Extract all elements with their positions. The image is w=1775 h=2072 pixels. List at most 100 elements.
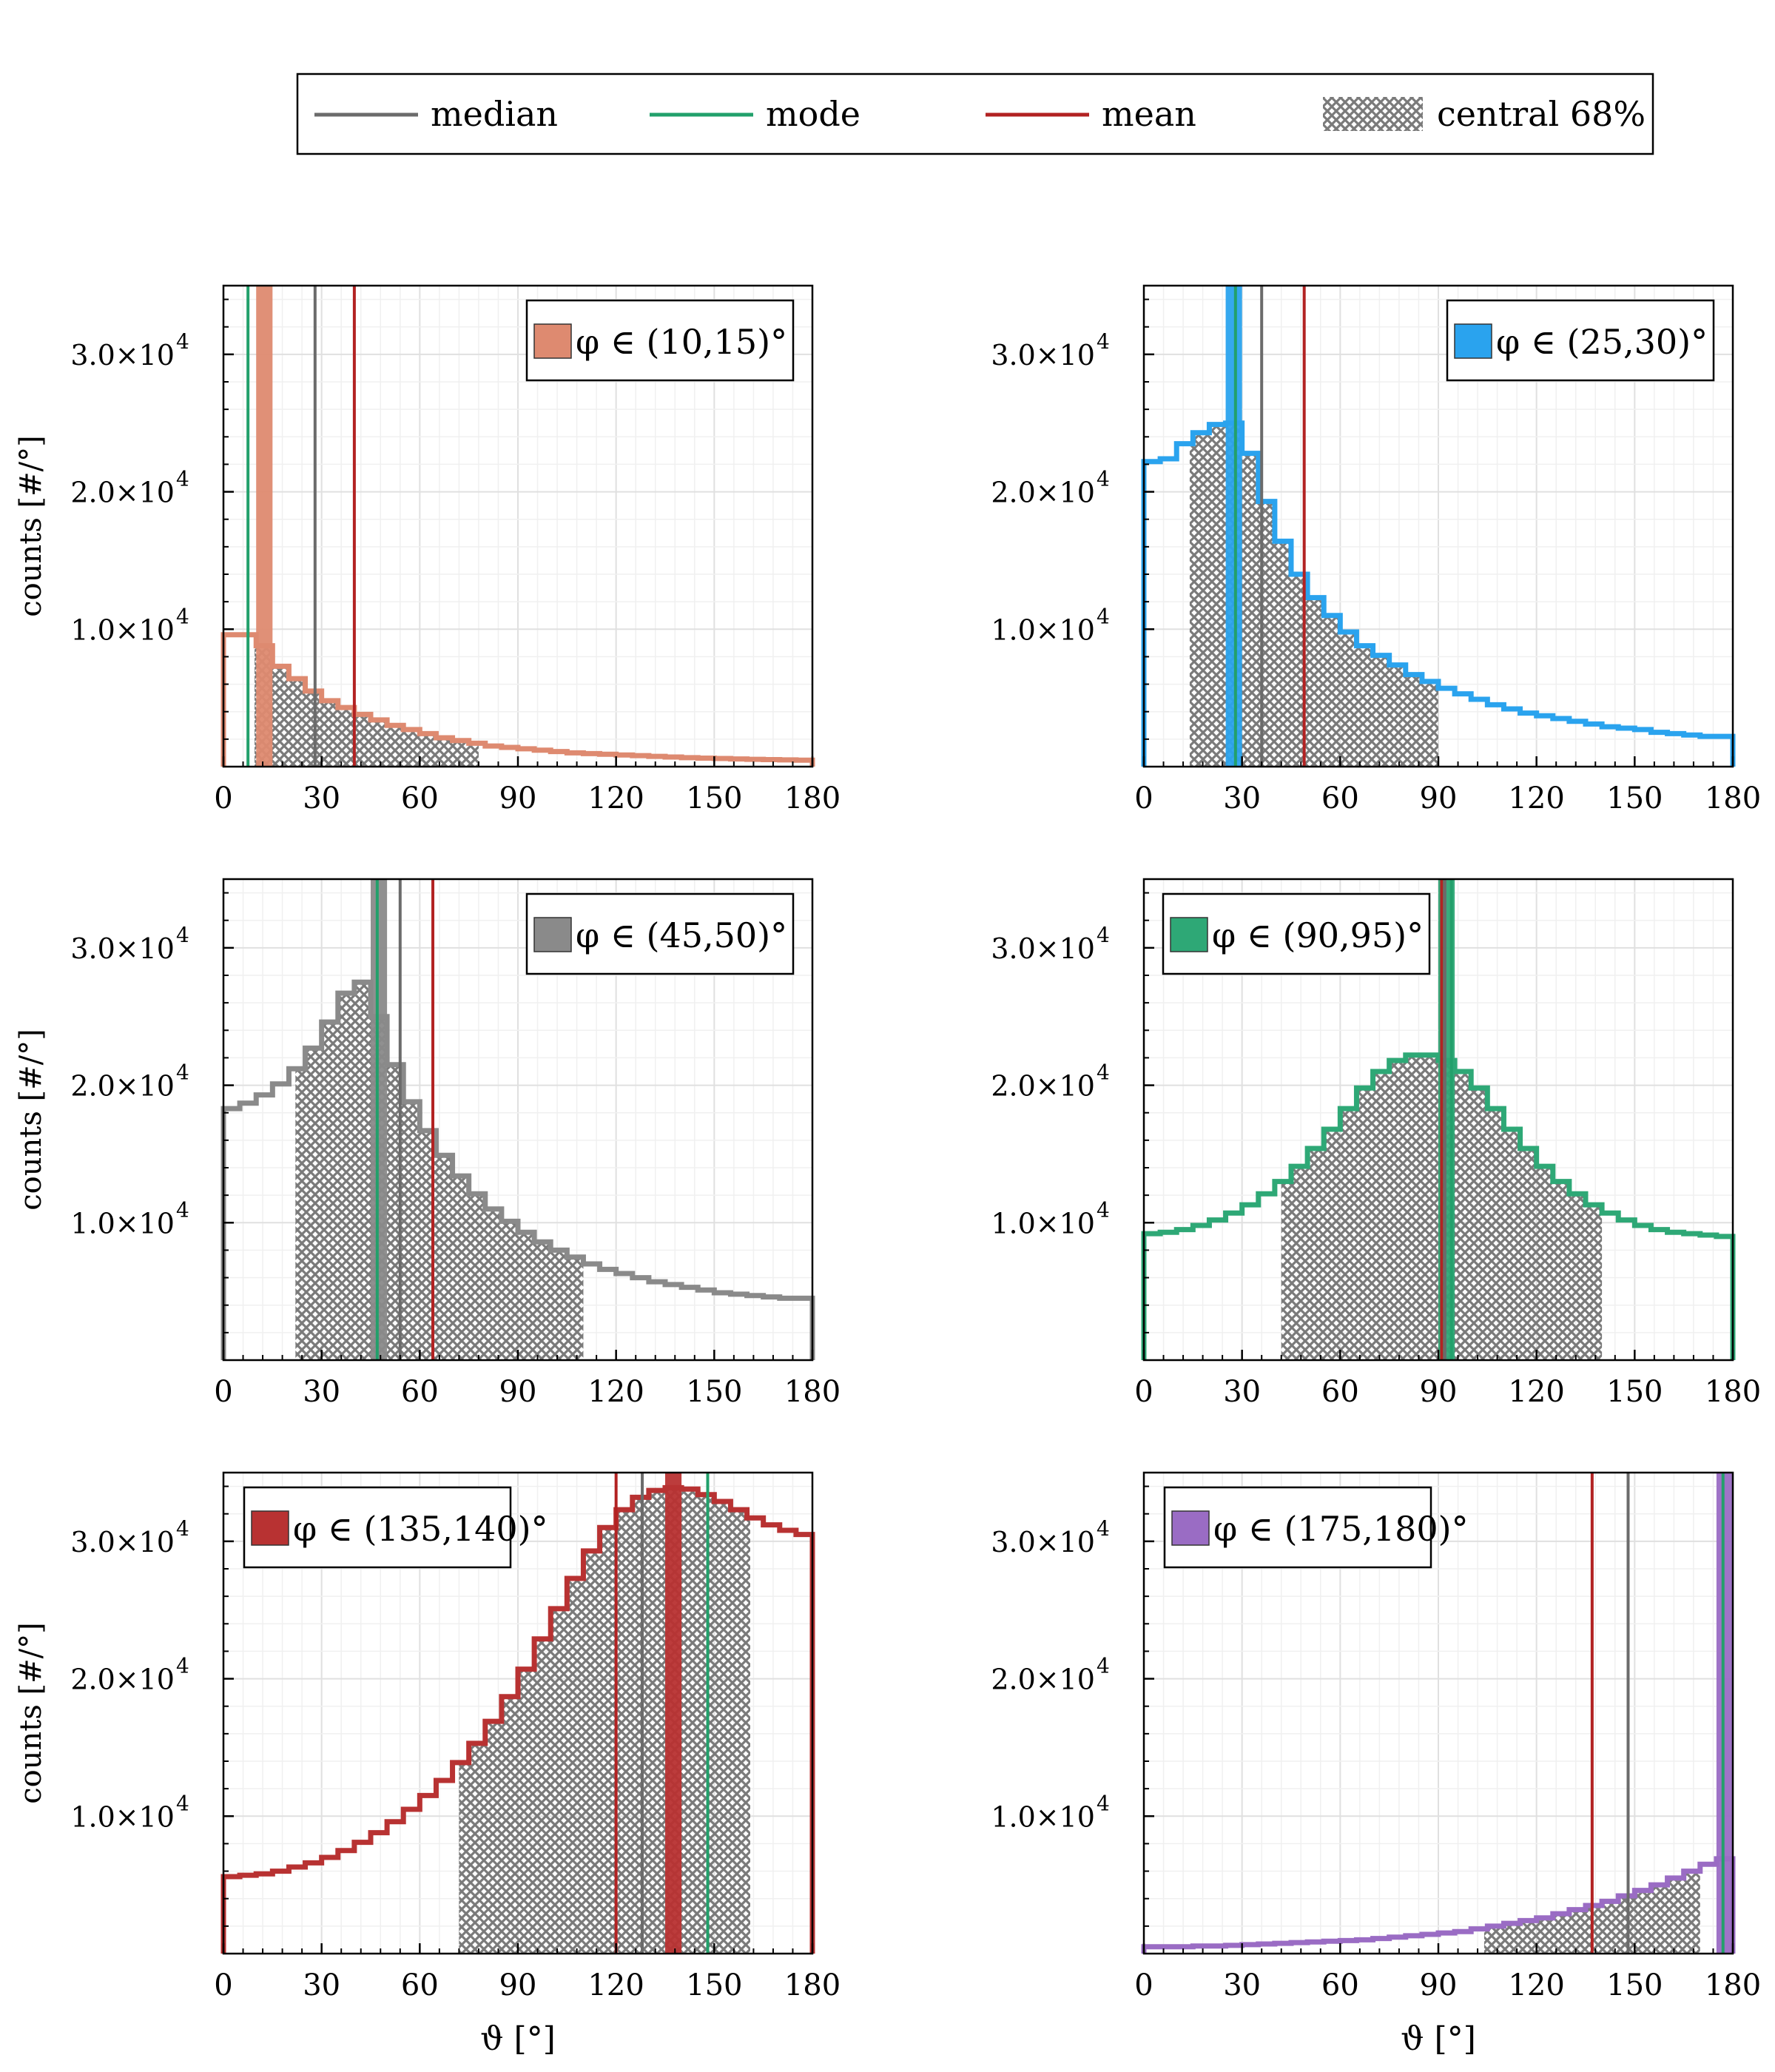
x-tick-label: 30: [303, 1968, 340, 2002]
x-tick-label: 90: [499, 1375, 537, 1409]
x-tick-label: 180: [784, 1968, 841, 2002]
y-tick-exponent: 4: [1097, 329, 1110, 354]
y-tick-label: 1.0×10: [991, 1207, 1095, 1240]
x-tick-label: 30: [1223, 1375, 1261, 1409]
legend-mode-label: mode: [766, 94, 860, 134]
x-tick-label: 90: [1420, 1968, 1458, 2002]
y-tick-exponent: 4: [1097, 1197, 1110, 1222]
x-tick-label: 120: [587, 781, 644, 815]
y-tick-label: 2.0×10: [70, 1664, 175, 1696]
x-tick-label: 120: [1508, 1968, 1564, 2002]
x-tick-label: 0: [1134, 1375, 1153, 1409]
y-tick-exponent: 4: [176, 1791, 189, 1815]
y-tick-label: 2.0×10: [991, 477, 1095, 509]
x-tick-label: 150: [1606, 1968, 1663, 2002]
x-tick-label: 60: [1321, 781, 1359, 815]
y-tick-label: 2.0×10: [991, 1070, 1095, 1103]
series-legend-swatch: [1454, 323, 1492, 359]
y-tick-label: 1.0×10: [70, 1800, 175, 1833]
phi-band: [256, 286, 273, 767]
y-tick-label: 1.0×10: [991, 1800, 1095, 1833]
series-legend-swatch: [251, 1510, 289, 1546]
y-tick-exponent: 4: [1097, 1060, 1110, 1085]
x-tick-label: 90: [1420, 781, 1458, 815]
y-tick-label: 1.0×10: [70, 613, 175, 646]
y-tick-label: 3.0×10: [991, 339, 1095, 371]
series-legend-frame: [1446, 299, 1715, 382]
x-tick-label: 60: [401, 1375, 439, 1409]
panel-title: φ ∈ (25,30)°: [1496, 322, 1708, 362]
histogram-line: [1141, 1856, 1736, 1954]
panel-title: φ ∈ (175,180)°: [1213, 1509, 1469, 1549]
x-tick-label: 180: [784, 1375, 841, 1409]
x-tick-label: 0: [214, 1968, 232, 2002]
x-axis-label: ϑ [°]: [1401, 2020, 1476, 2058]
x-tick-label: 120: [1508, 781, 1564, 815]
legend: median mode mean central 68%: [296, 73, 1654, 155]
histogram-line: [1141, 1052, 1736, 1360]
panel-title: φ ∈ (135,140)°: [293, 1509, 548, 1549]
phi-band: [1225, 286, 1242, 767]
x-tick-label: 180: [1705, 781, 1761, 815]
x-tick-label: 60: [1321, 1968, 1359, 2002]
x-tick-label: 150: [1606, 1375, 1663, 1409]
panel-title: φ ∈ (10,15)°: [576, 322, 787, 362]
series-legend-swatch: [533, 323, 572, 359]
y-tick-exponent: 4: [176, 923, 189, 947]
x-tick-label: 90: [499, 1968, 537, 2002]
x-tick-label: 60: [1321, 1375, 1359, 1409]
y-tick-exponent: 4: [1097, 1791, 1110, 1815]
y-tick-exponent: 4: [1097, 923, 1110, 947]
legend-central68-label: central 68%: [1437, 94, 1646, 134]
y-tick-exponent: 4: [1097, 604, 1110, 628]
y-tick-label: 1.0×10: [70, 1207, 175, 1240]
series-legend-swatch: [1171, 1510, 1210, 1546]
series-legend-swatch: [1170, 917, 1208, 952]
y-axis-label: counts [#/°]: [14, 1029, 48, 1211]
y-tick-label: 3.0×10: [70, 1526, 175, 1558]
y-tick-exponent: 4: [176, 1516, 189, 1541]
legend-central68-swatch: [1323, 97, 1423, 131]
y-tick-exponent: 4: [176, 1654, 189, 1678]
y-axis-label: counts [#/°]: [14, 435, 48, 617]
x-tick-label: 30: [1223, 1968, 1261, 2002]
x-tick-label: 150: [686, 1968, 742, 2002]
x-tick-label: 150: [686, 1375, 742, 1409]
x-tick-label: 0: [1134, 1968, 1153, 2002]
x-tick-label: 0: [1134, 781, 1153, 815]
y-tick-exponent: 4: [1097, 1654, 1110, 1678]
series-legend-swatch: [533, 917, 572, 952]
x-tick-label: 150: [1606, 781, 1663, 815]
y-tick-label: 2.0×10: [70, 477, 175, 509]
y-axis-label: counts [#/°]: [14, 1622, 48, 1804]
y-tick-label: 2.0×10: [991, 1664, 1095, 1696]
y-tick-label: 2.0×10: [70, 1070, 175, 1103]
x-tick-label: 60: [401, 1968, 439, 2002]
x-tick-label: 30: [303, 1375, 340, 1409]
x-axis-label: ϑ [°]: [480, 2020, 556, 2058]
y-tick-label: 3.0×10: [70, 339, 175, 371]
x-tick-label: 90: [1420, 1375, 1458, 1409]
phi-band: [371, 879, 388, 1360]
y-tick-label: 3.0×10: [991, 932, 1095, 965]
y-tick-exponent: 4: [176, 604, 189, 628]
y-tick-label: 3.0×10: [70, 932, 175, 965]
y-tick-exponent: 4: [1097, 1516, 1110, 1541]
panel-title: φ ∈ (45,50)°: [576, 915, 787, 955]
x-tick-label: 150: [686, 781, 742, 815]
y-tick-exponent: 4: [1097, 467, 1110, 491]
phi-band: [1716, 1473, 1733, 1954]
y-tick-exponent: 4: [176, 329, 189, 354]
x-tick-label: 0: [214, 1375, 232, 1409]
x-tick-label: 120: [587, 1375, 644, 1409]
x-tick-label: 90: [499, 781, 537, 815]
x-tick-label: 0: [214, 781, 232, 815]
x-tick-label: 120: [587, 1968, 644, 2002]
